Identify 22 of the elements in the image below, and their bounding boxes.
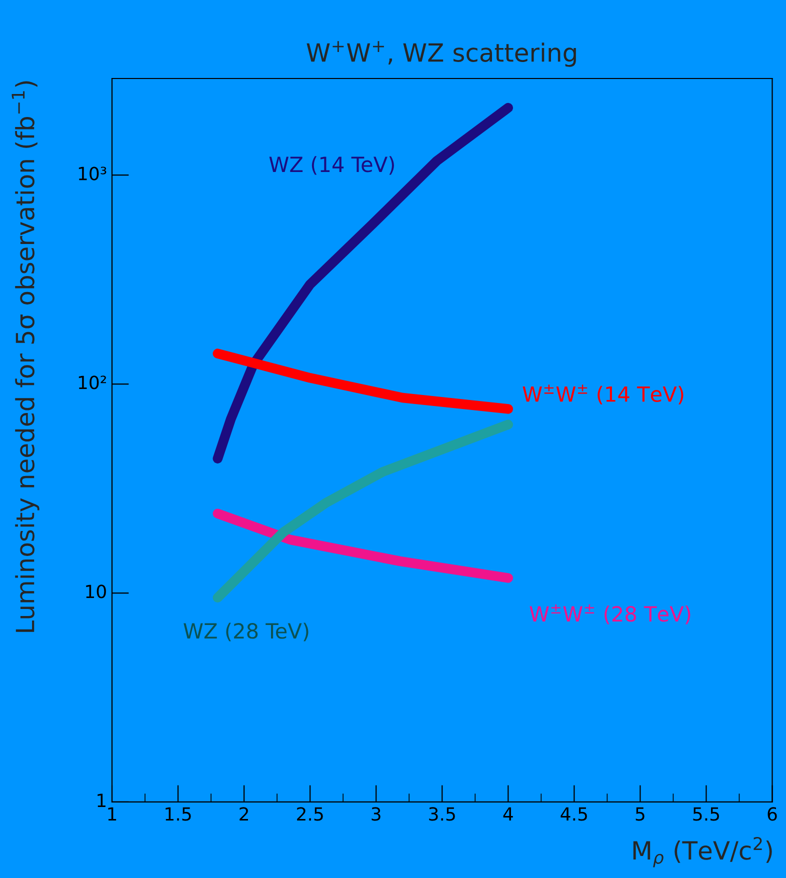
y-tick-label: 10³ (78, 166, 106, 180)
x-tick-label: 4.5 (560, 807, 587, 821)
x-tick-label: 3 (372, 807, 380, 821)
series-label: W$^{±}$W$^{±}$ (28 TeV) (530, 604, 690, 624)
y-tick-label: 1 (98, 794, 106, 807)
x-tick-label: 1.5 (166, 807, 191, 821)
x-tick-label: 2.5 (297, 807, 323, 821)
x-tick-label: 4 (503, 807, 513, 821)
chart-title: W$^{+}$W$^{+}$, WZ scattering (306, 41, 576, 67)
x-tick-label: 1 (108, 807, 116, 821)
text: WZ (28 TeV) (184, 622, 308, 642)
x-tick-label: 5 (636, 807, 644, 821)
x-tick-label: 6 (768, 807, 777, 821)
x-axis-title: M$_{ρ}$ (TeV/c$^{2}$) (633, 836, 772, 868)
series-label: WZ (14 TeV) (269, 156, 394, 175)
x-tick-label: 3.5 (429, 807, 455, 821)
x-tick-label: 2 (240, 807, 248, 821)
y-axis-title: Luminosity needed for 5σ observation (fb$^{−1}$) (12, 81, 40, 632)
x-tick-label: 5.5 (693, 807, 719, 821)
y-tick-label: 10² (78, 376, 106, 390)
series-label: W$^{±}$W$^{±}$ (14 TeV) (522, 384, 684, 404)
y-tick-label: 10 (86, 584, 106, 598)
